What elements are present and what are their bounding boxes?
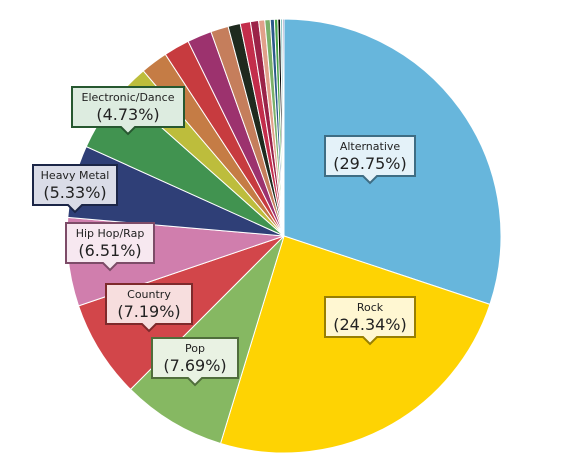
slice-label: Electronic/Dance	[82, 91, 175, 104]
callout-box	[65, 222, 155, 272]
labels-layer: Alternative(29.75%) Rock(24.34%) Pop(7.69%…	[32, 86, 416, 387]
callout-box	[324, 135, 416, 185]
slice-percent-label: (5.33%)	[43, 183, 106, 202]
callout-box	[71, 86, 185, 136]
slice-percent-label: (29.75%)	[333, 154, 407, 173]
slice-label: Heavy Metal	[41, 169, 110, 182]
slice-percent-label: (7.69%)	[163, 356, 226, 375]
slice-percent-label: (7.19%)	[117, 302, 180, 321]
callout-box	[151, 337, 239, 387]
slice-label: Rock	[357, 301, 384, 314]
callout-hip-hop-rap: Hip Hop/Rap(6.51%)	[65, 222, 155, 272]
slice-label: Country	[127, 288, 171, 301]
slice-label: Pop	[185, 342, 205, 355]
callout-box	[105, 283, 193, 333]
slice-percent-label: (4.73%)	[96, 105, 159, 124]
pie-slice-rock	[219, 235, 491, 454]
callout-alternative: Alternative(29.75%)	[324, 135, 416, 185]
callout-rock: Rock(24.34%)	[324, 296, 416, 346]
callout-box	[324, 296, 416, 346]
pie-slice-22	[282, 18, 285, 237]
callout-electronic-dance: Electronic/Dance(4.73%)	[71, 86, 185, 136]
callout-pop: Pop(7.69%)	[151, 337, 239, 387]
callout-country: Country(7.19%)	[105, 283, 193, 333]
callout-box	[32, 164, 118, 214]
slice-percent-label: (6.51%)	[78, 241, 141, 260]
slice-percent-label: (24.34%)	[333, 315, 407, 334]
callout-heavy-metal: Heavy Metal(5.33%)	[32, 164, 118, 214]
slice-label: Hip Hop/Rap	[76, 227, 145, 240]
slice-label: Alternative	[340, 140, 401, 153]
